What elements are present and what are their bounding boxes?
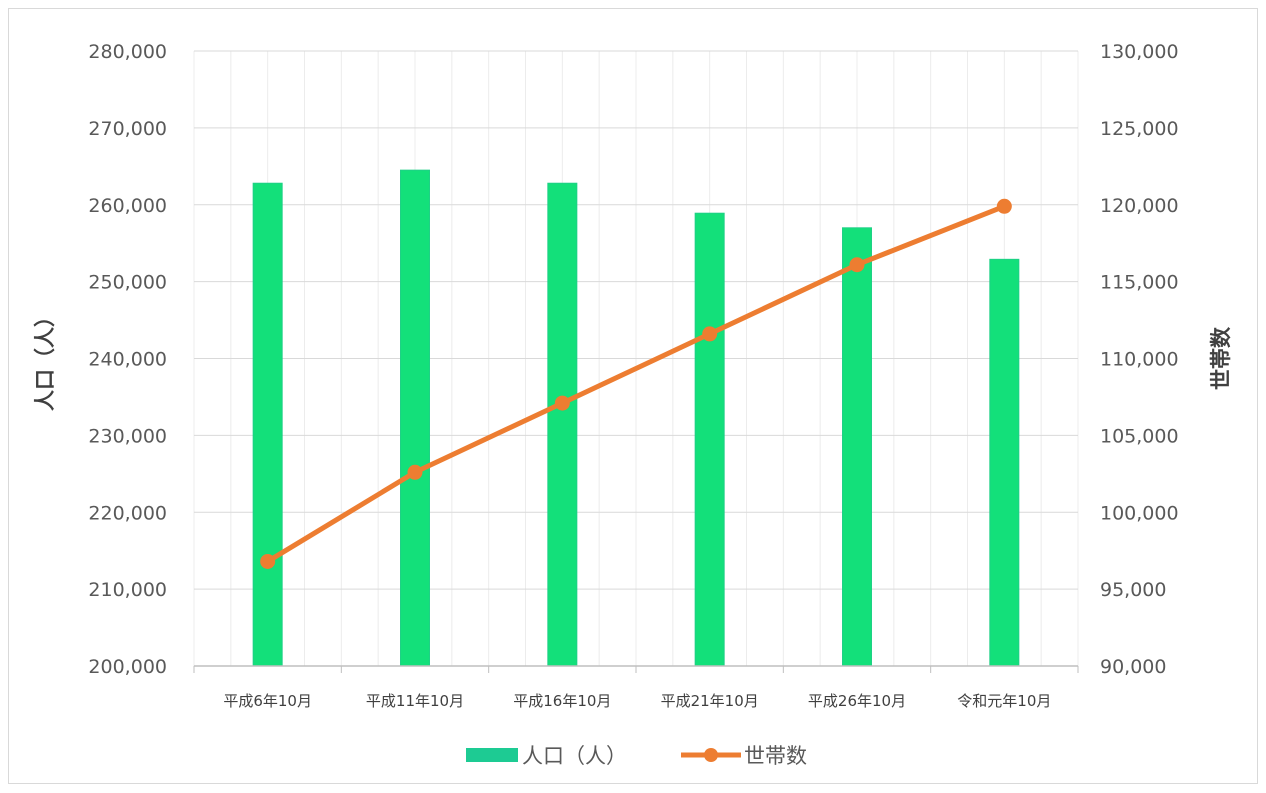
bar-population — [400, 169, 430, 667]
y-tick-label: 280,000 — [88, 41, 167, 63]
bar-population — [547, 182, 578, 667]
y2-tick-label: 130,000 — [1100, 41, 1179, 63]
point-households — [849, 257, 865, 273]
gridlines — [193, 50, 1079, 667]
point-households — [260, 553, 276, 569]
x-tick-label: 平成6年10月 — [223, 692, 312, 710]
point-households — [407, 464, 423, 480]
line-series — [260, 198, 1012, 569]
y-tick-label: 220,000 — [88, 502, 167, 524]
point-households — [702, 326, 718, 342]
y2-axis-title: 世帯数 — [1209, 326, 1233, 390]
legend-swatch-population — [466, 748, 518, 762]
tick-labels: 200,000 210,000 220,000 230,000 240,000 250,0… — [88, 41, 1178, 710]
bar-population — [842, 227, 872, 667]
legend-label-population: 人口（人） — [522, 744, 627, 768]
bar-population — [694, 212, 725, 667]
y2-tick-label: 105,000 — [1100, 425, 1179, 447]
axes — [193, 665, 1079, 673]
legend: 人口（人） 世帯数 — [466, 744, 807, 768]
line-households — [265, 203, 1007, 564]
bar-population — [989, 258, 1020, 667]
point-households — [554, 395, 570, 411]
legend-label-households: 世帯数 — [744, 744, 807, 768]
y-tick-label: 200,000 — [88, 656, 167, 678]
x-tick-label: 平成11年10月 — [366, 692, 464, 710]
y2-tick-label: 95,000 — [1100, 579, 1166, 601]
y-tick-label: 240,000 — [88, 349, 167, 371]
point-households — [996, 198, 1012, 214]
x-tick-label: 平成21年10月 — [661, 692, 759, 710]
chart-frame — [8, 8, 1258, 784]
y-axis-title: 人口（人） — [33, 306, 57, 411]
x-tick-label: 平成26年10月 — [808, 692, 906, 710]
y2-tick-label: 125,000 — [1100, 118, 1179, 140]
y-tick-label: 270,000 — [88, 118, 167, 140]
bar-population — [252, 182, 283, 667]
x-tick-label: 令和元年10月 — [957, 692, 1051, 710]
bar-series — [252, 169, 1020, 667]
y-tick-label: 230,000 — [88, 425, 167, 447]
y-tick-label: 250,000 — [88, 272, 167, 294]
y2-tick-label: 120,000 — [1100, 195, 1179, 217]
y2-tick-label: 110,000 — [1100, 349, 1179, 371]
y2-tick-label: 90,000 — [1100, 656, 1166, 678]
x-tick-label: 平成16年10月 — [513, 692, 611, 710]
legend-marker-households — [704, 748, 718, 762]
y2-tick-label: 100,000 — [1100, 502, 1179, 524]
y-tick-label: 260,000 — [88, 195, 167, 217]
y-tick-label: 210,000 — [88, 579, 167, 601]
y2-tick-label: 115,000 — [1100, 272, 1179, 294]
